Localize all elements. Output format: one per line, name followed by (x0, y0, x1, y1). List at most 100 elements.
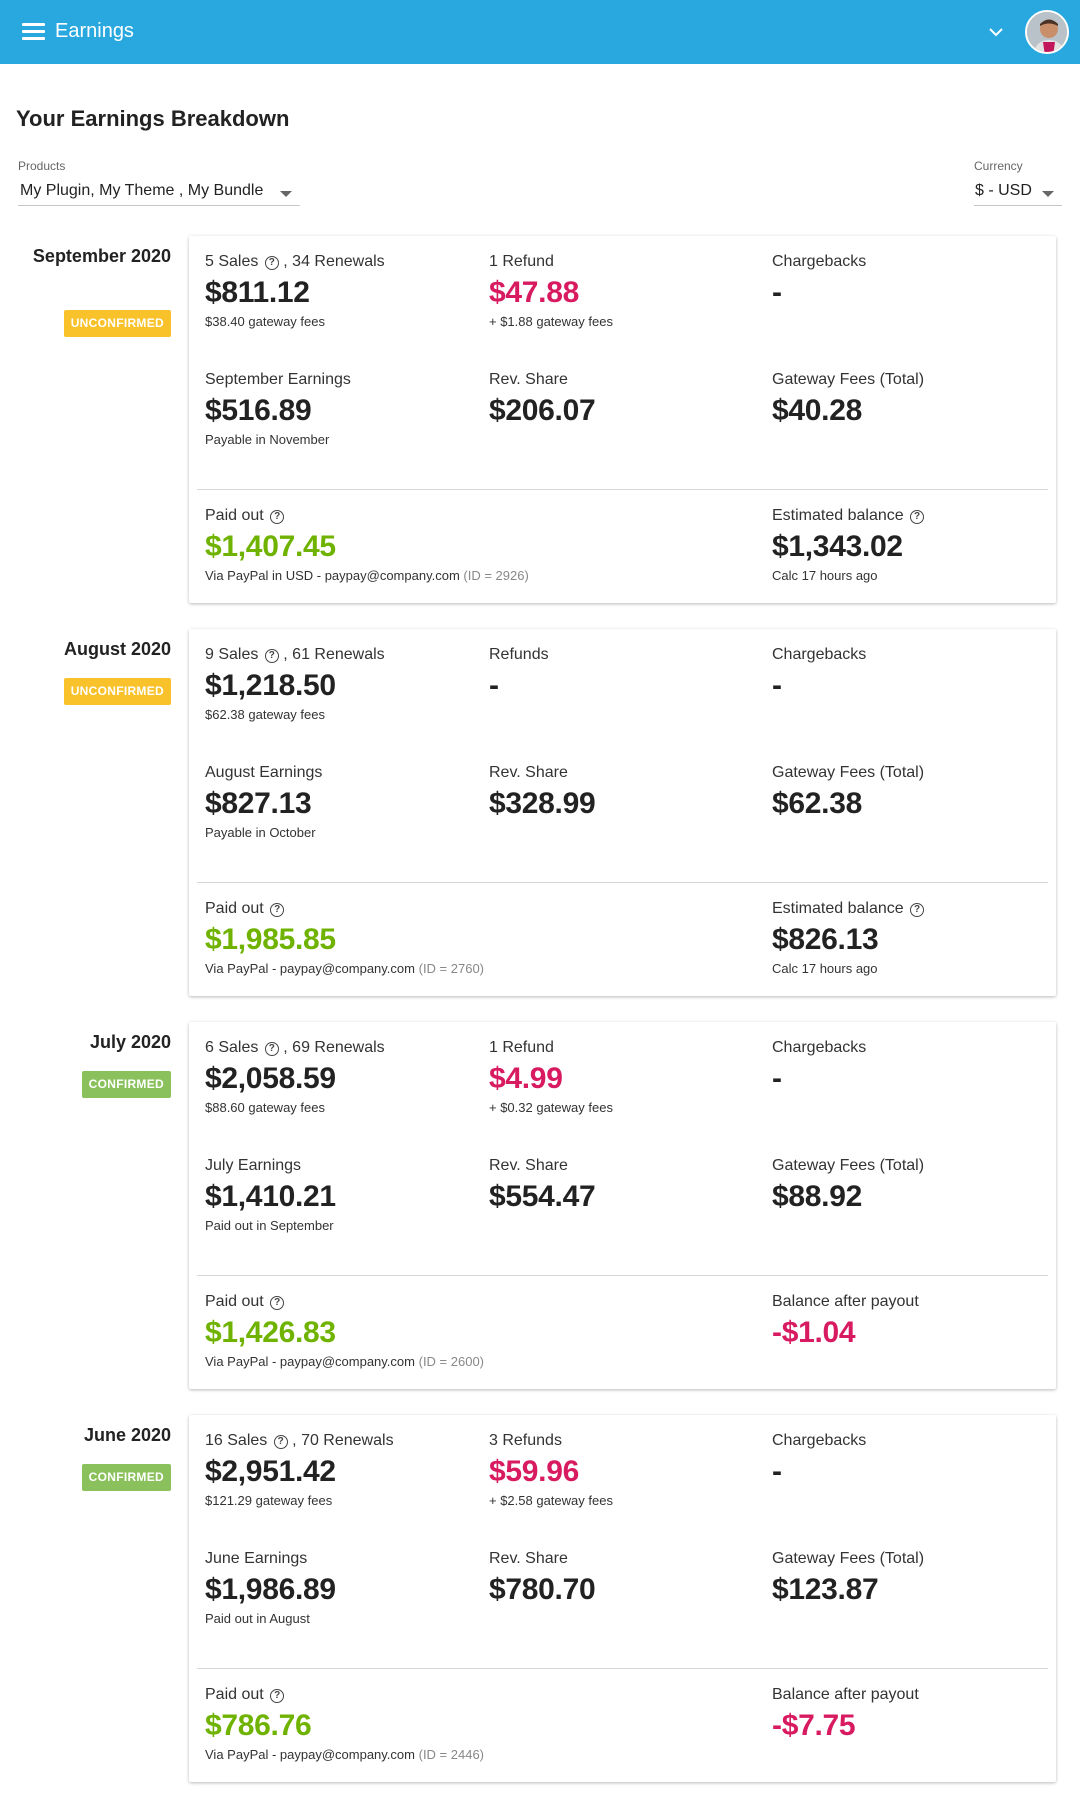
refunds-cell: Refunds - (489, 646, 549, 707)
app-bar: Earnings (0, 0, 1080, 64)
gateway-value: $88.92 (772, 1180, 862, 1213)
status-badge: UNCONFIRMED (63, 678, 171, 705)
products-select[interactable]: My Plugin, My Theme , My Bundle (18, 176, 300, 206)
currency-label: Currency (974, 159, 1023, 173)
chargebacks-value: - (772, 276, 782, 309)
help-icon[interactable]: ? (910, 903, 925, 917)
sales-fees: $38.40 gateway fees (205, 314, 325, 329)
paidout-value: $1,426.83 (205, 1316, 336, 1349)
help-icon[interactable]: ? (270, 903, 285, 917)
help-icon[interactable]: ? (270, 1689, 285, 1703)
gateway-fees-cell: Gateway Fees (Total) $123.87 (772, 1550, 924, 1607)
balance-value: $1,343.02 (772, 530, 903, 563)
sales-cell: 9 Sales ? , 61 Renewals $1,218.50 $62.38… (205, 646, 385, 722)
balance-note: Calc 17 hours ago (772, 568, 878, 583)
balance-label: Balance after payout (772, 1293, 919, 1310)
revshare-value: $554.47 (489, 1180, 596, 1213)
refunds-value: $59.96 (489, 1455, 579, 1488)
help-icon[interactable]: ? (273, 1435, 288, 1449)
sales-fees: $62.38 gateway fees (205, 707, 325, 722)
chargebacks-cell: Chargebacks - (772, 1432, 866, 1489)
paidout-via: Via PayPal in USD - paypay@company.com (205, 568, 460, 583)
currency-select-value: $ - USD (975, 182, 1032, 199)
sales-fees: $121.29 gateway fees (205, 1493, 333, 1508)
earnings-card: 6 Sales ? , 69 Renewals $2,058.59 $88.60… (189, 1022, 1056, 1389)
revshare-label: Rev. Share (489, 764, 568, 781)
chargebacks-cell: Chargebacks - (772, 646, 866, 703)
gateway-fees-cell: Gateway Fees (Total) $40.28 (772, 371, 924, 428)
avatar[interactable] (1025, 10, 1069, 54)
month-earnings-cell: September Earnings $516.89 Payable in No… (205, 371, 351, 447)
month-earnings-cell: August Earnings $827.13 Payable in Octob… (205, 764, 322, 840)
dropdown-caret-icon (1042, 191, 1054, 197)
card-divider (197, 882, 1048, 883)
rev-share-cell: Rev. Share $554.47 (489, 1157, 596, 1214)
gateway-value: $40.28 (772, 394, 862, 427)
app-title: Earnings (55, 20, 134, 42)
month-label: July 2020 (89, 1032, 171, 1052)
balance-note: Calc 17 hours ago (772, 961, 878, 976)
balance-label: Estimated balance (772, 900, 904, 917)
revshare-label: Rev. Share (489, 1157, 568, 1174)
paidout-id: (ID = 2760) (418, 961, 485, 976)
gateway-label: Gateway Fees (Total) (772, 764, 925, 781)
help-icon[interactable]: ? (264, 649, 279, 663)
chargebacks-cell: Chargebacks - (772, 253, 866, 310)
earnings-note: Paid out in August (205, 1611, 310, 1626)
earnings-label: August Earnings (205, 764, 323, 781)
chargebacks-label: Chargebacks (772, 646, 867, 663)
paid-out-cell: Paid out ? $1,426.83 Via PayPal - paypay… (205, 1293, 484, 1369)
earnings-card: 16 Sales ? , 70 Renewals $2,951.42 $121.… (189, 1415, 1056, 1782)
month-earnings-cell: July Earnings $1,410.21 Paid out in Sept… (205, 1157, 336, 1233)
help-icon[interactable]: ? (270, 510, 285, 524)
gateway-value: $62.38 (772, 787, 862, 820)
chevron-down-icon[interactable] (986, 22, 1006, 42)
refunds-label: 3 Refunds (489, 1432, 562, 1449)
earnings-value: $516.89 (205, 394, 312, 427)
gateway-fees-cell: Gateway Fees (Total) $62.38 (772, 764, 924, 821)
balance-value: $826.13 (772, 923, 879, 956)
paidout-value: $1,985.85 (205, 923, 336, 956)
refunds-value: - (489, 669, 499, 702)
paidout-via: Via PayPal - paypay@company.com (205, 1747, 415, 1762)
help-icon[interactable]: ? (270, 1296, 285, 1310)
chargebacks-label: Chargebacks (772, 1432, 867, 1449)
refunds-fees: + $0.32 gateway fees (489, 1100, 613, 1115)
chargebacks-label: Chargebacks (772, 1039, 867, 1056)
earnings-value: $827.13 (205, 787, 312, 820)
help-icon[interactable]: ? (910, 510, 925, 524)
user-avatar-icon (1027, 12, 1067, 52)
card-divider (197, 1275, 1048, 1276)
rev-share-cell: Rev. Share $328.99 (489, 764, 596, 821)
refunds-cell: 1 Refund $47.88 + $1.88 gateway fees (489, 253, 613, 329)
hamburger-menu-icon[interactable] (22, 23, 45, 41)
balance-label: Balance after payout (772, 1686, 919, 1703)
currency-select[interactable]: $ - USD (974, 176, 1062, 206)
status-badge: CONFIRMED (81, 1464, 171, 1491)
chargebacks-value: - (772, 669, 782, 702)
card-divider (197, 1668, 1048, 1669)
balance-value: -$7.75 (772, 1709, 856, 1742)
help-icon[interactable]: ? (264, 256, 279, 270)
earnings-card: 5 Sales ? , 34 Renewals $811.12 $38.40 g… (189, 236, 1056, 603)
paidout-id: (ID = 2926) (463, 568, 529, 583)
sales-value: $811.12 (205, 276, 310, 309)
month-label: August 2020 (63, 639, 171, 659)
refunds-cell: 3 Refunds $59.96 + $2.58 gateway fees (489, 1432, 613, 1508)
gateway-label: Gateway Fees (Total) (772, 371, 925, 388)
paidout-id: (ID = 2446) (418, 1747, 485, 1762)
renewals-count: , 70 Renewals (292, 1432, 394, 1449)
earnings-value: $1,410.21 (205, 1180, 336, 1213)
card-divider (197, 489, 1048, 490)
paidout-label: Paid out (205, 1293, 264, 1310)
refunds-fees: + $1.88 gateway fees (489, 314, 613, 329)
revshare-value: $780.70 (489, 1573, 596, 1606)
help-icon[interactable]: ? (264, 1042, 279, 1056)
paidout-value: $1,407.45 (205, 530, 336, 563)
chargebacks-value: - (772, 1062, 782, 1095)
chargebacks-label: Chargebacks (772, 253, 867, 270)
balance-cell: Estimated balance ? $826.13 Calc 17 hour… (772, 900, 925, 976)
refunds-value: $47.88 (489, 276, 579, 309)
paidout-value: $786.76 (205, 1709, 312, 1742)
balance-cell: Balance after payout -$7.75 (772, 1686, 919, 1743)
